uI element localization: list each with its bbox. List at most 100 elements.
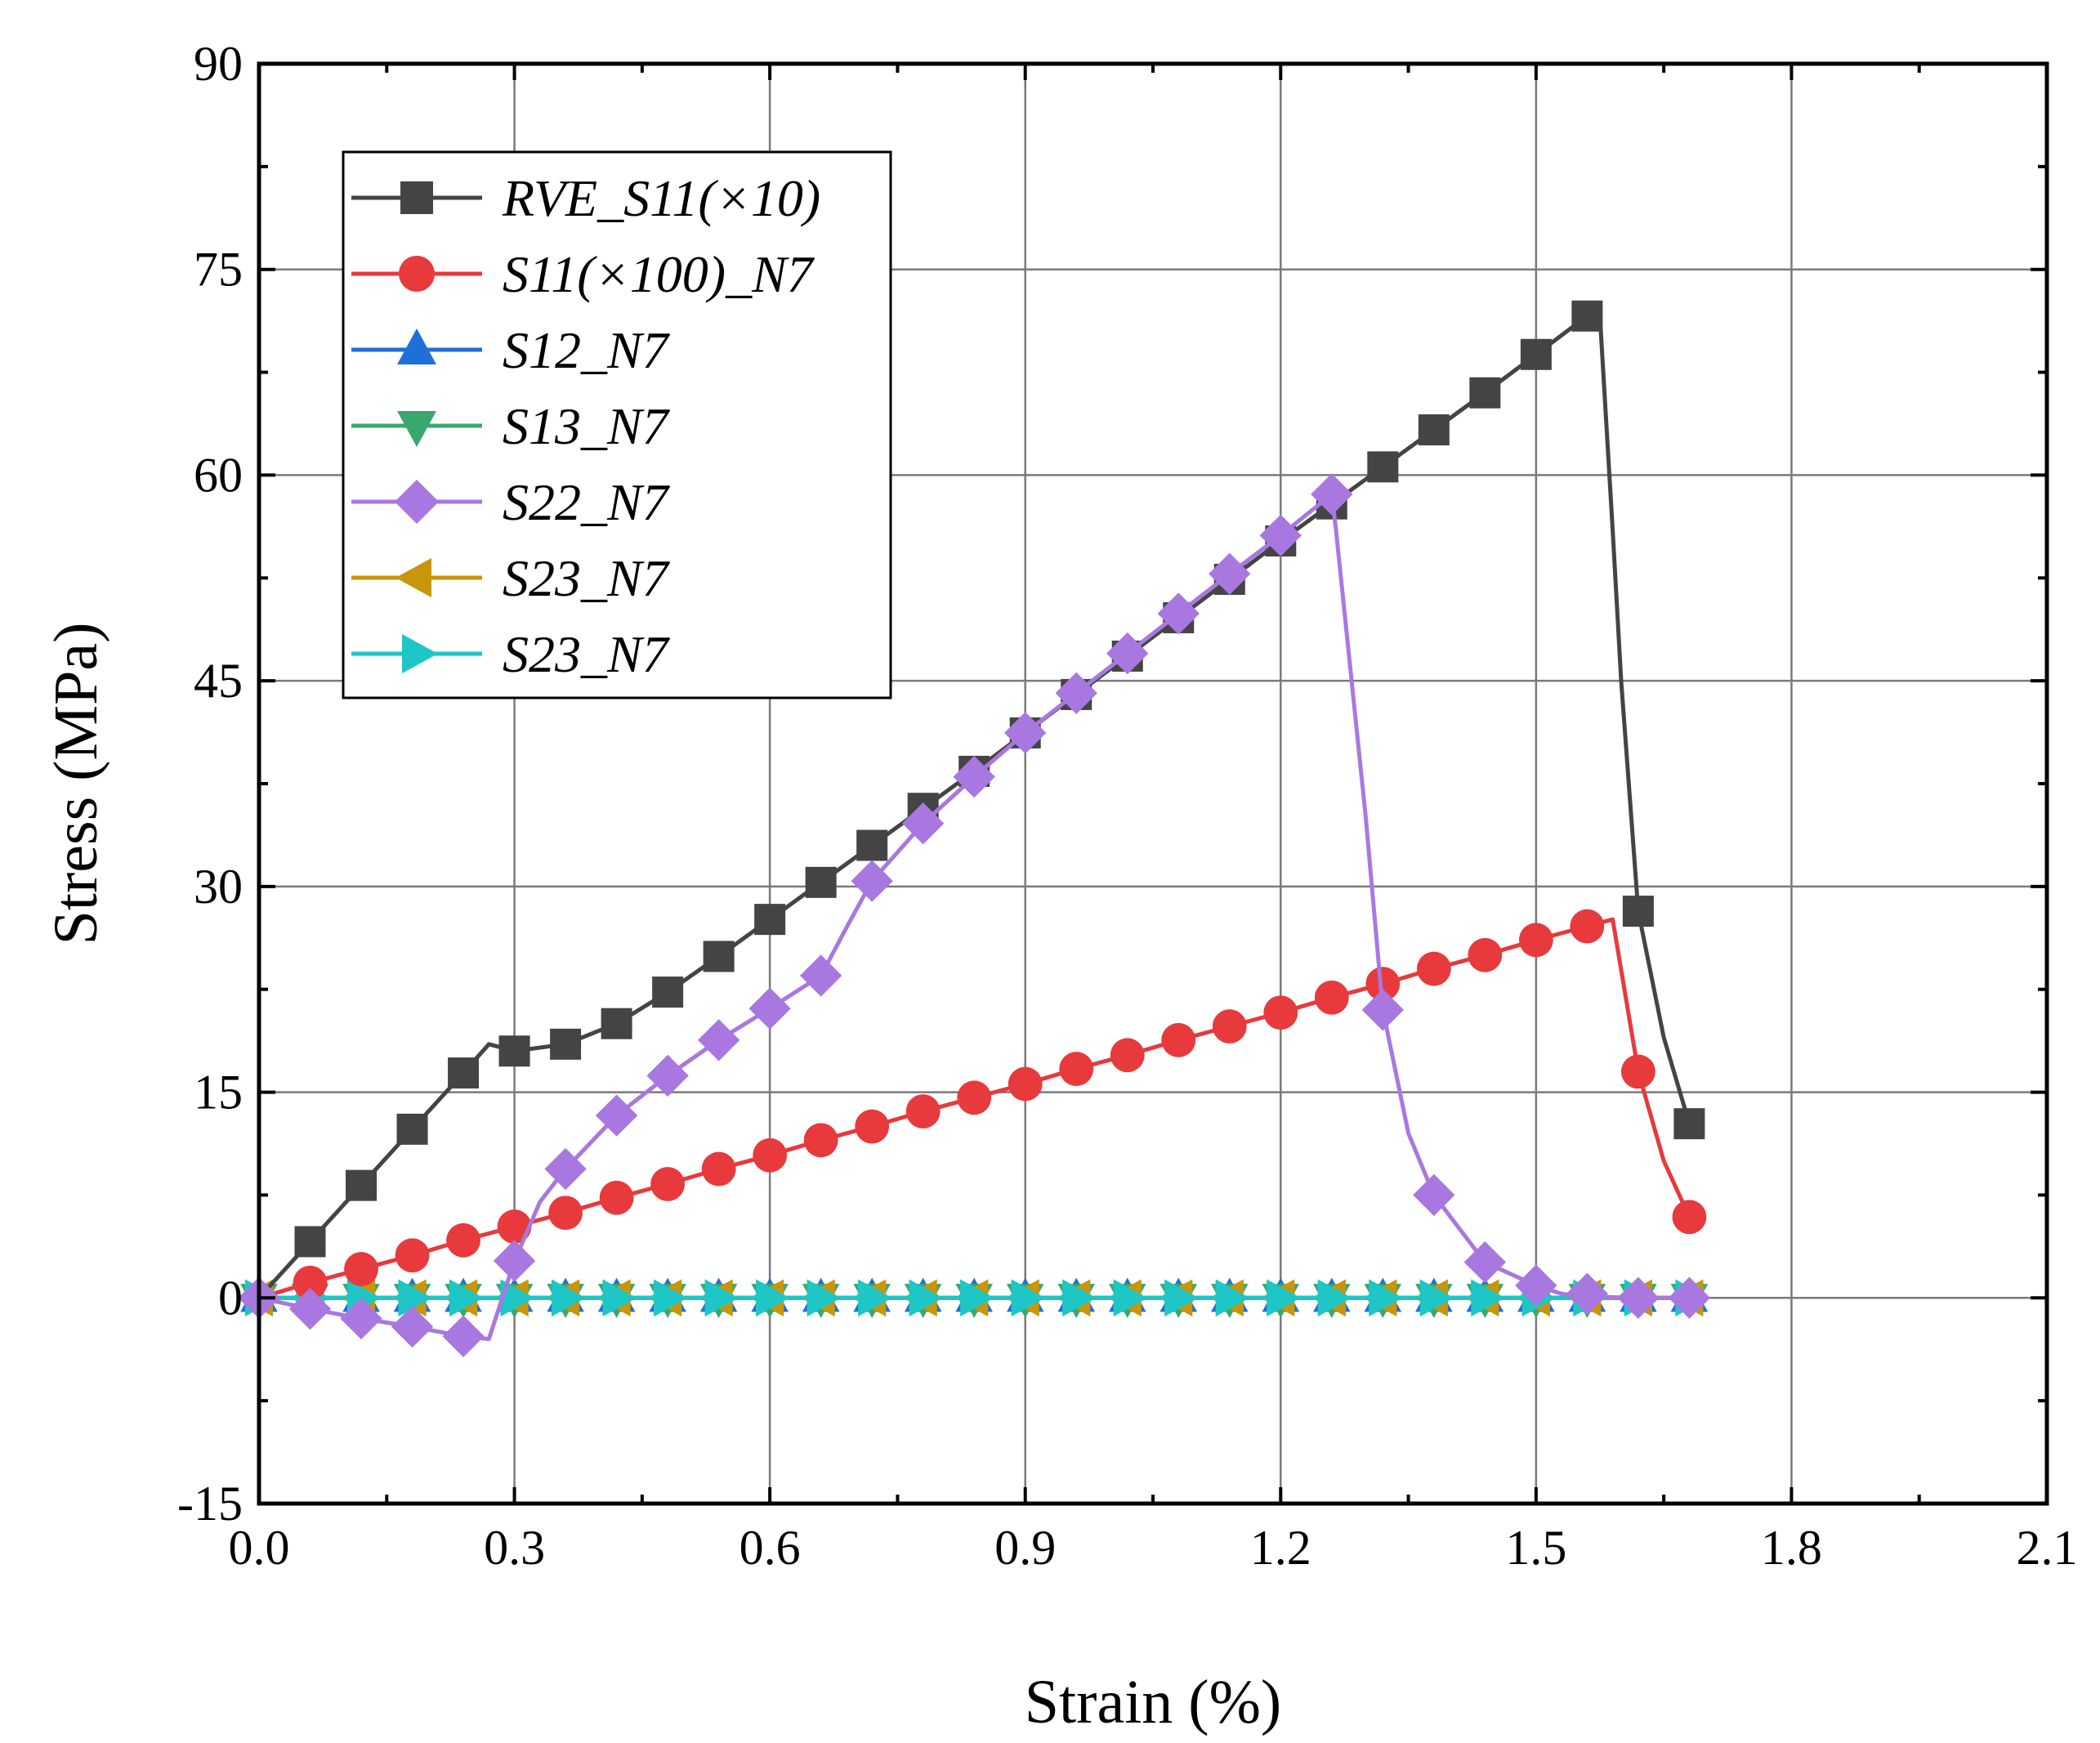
x-tick-label: 1.5 bbox=[1505, 1521, 1566, 1575]
legend-marker bbox=[395, 480, 439, 524]
x-axis-title: Strain (%) bbox=[1025, 1668, 1281, 1736]
x-tick-label: 0.6 bbox=[739, 1521, 801, 1575]
data-point bbox=[646, 1054, 689, 1097]
legend-marker bbox=[395, 558, 431, 597]
data-point bbox=[344, 1252, 378, 1286]
legend-marker bbox=[399, 256, 435, 292]
data-point bbox=[550, 1028, 582, 1060]
y-tick-label: 45 bbox=[194, 654, 243, 708]
data-point bbox=[1365, 967, 1401, 1001]
data-point bbox=[1571, 300, 1603, 332]
data-point bbox=[1267, 1279, 1301, 1317]
y-tick-label: 15 bbox=[194, 1066, 243, 1120]
legend-marker bbox=[397, 411, 436, 447]
data-point bbox=[855, 1109, 890, 1144]
data-point bbox=[391, 1305, 434, 1348]
data-point bbox=[909, 1279, 944, 1317]
data-point bbox=[654, 1279, 688, 1317]
data-point bbox=[1110, 1038, 1145, 1073]
data-point bbox=[704, 1279, 739, 1317]
legend-marker bbox=[397, 328, 436, 364]
data-point bbox=[960, 1279, 994, 1317]
data-point bbox=[1113, 1279, 1148, 1317]
data-point bbox=[1419, 1279, 1454, 1317]
data-point bbox=[1673, 1108, 1705, 1140]
data-point bbox=[497, 1209, 532, 1244]
legend-label: RVE_S11(×10) bbox=[502, 169, 820, 227]
data-point bbox=[652, 977, 684, 1008]
data-point bbox=[748, 987, 791, 1030]
x-tick-label: 1.8 bbox=[1761, 1521, 1822, 1575]
data-point bbox=[1011, 1279, 1046, 1317]
y-tick-label: 90 bbox=[194, 37, 243, 91]
data-point bbox=[396, 1113, 428, 1145]
data-point bbox=[1008, 1066, 1043, 1102]
data-point bbox=[288, 1288, 332, 1330]
data-point bbox=[1518, 923, 1553, 958]
data-point bbox=[1062, 1279, 1097, 1317]
data-point bbox=[446, 1222, 480, 1258]
data-point bbox=[442, 1315, 485, 1357]
y-tick-label: 30 bbox=[194, 860, 243, 914]
data-point bbox=[1468, 937, 1503, 972]
legend-label: S23_N7 bbox=[503, 549, 671, 607]
data-point bbox=[1413, 1173, 1455, 1217]
data-point bbox=[544, 1147, 587, 1191]
y-tick-label: -15 bbox=[177, 1477, 243, 1531]
data-point bbox=[551, 1279, 586, 1317]
y-tick-label: 60 bbox=[194, 448, 243, 502]
legend: RVE_S11(×10) S11(×100)_N7 S12_N7 S13_N7 S22_… bbox=[342, 150, 892, 699]
data-point bbox=[1215, 1279, 1250, 1317]
data-point bbox=[1471, 1279, 1506, 1317]
data-point bbox=[1566, 1272, 1609, 1315]
data-point bbox=[803, 1123, 838, 1158]
x-tick-label: 0.9 bbox=[994, 1521, 1056, 1575]
data-point bbox=[398, 1279, 433, 1317]
data-point bbox=[395, 1238, 430, 1273]
data-point bbox=[1463, 1241, 1506, 1284]
data-point bbox=[1672, 1200, 1707, 1235]
y-tick-label: 0 bbox=[218, 1271, 243, 1325]
data-point bbox=[806, 1279, 842, 1317]
data-point bbox=[548, 1196, 583, 1231]
data-point bbox=[1161, 1022, 1196, 1057]
data-point bbox=[1620, 1054, 1655, 1089]
data-point bbox=[1617, 1276, 1660, 1319]
data-point bbox=[340, 1297, 382, 1340]
series-1 bbox=[258, 909, 1707, 1300]
x-tick-label: 0.3 bbox=[484, 1521, 545, 1575]
data-point bbox=[905, 1094, 941, 1128]
data-point bbox=[1668, 1276, 1711, 1319]
data-point bbox=[602, 1279, 637, 1317]
series-4 bbox=[238, 473, 1711, 1357]
data-point bbox=[697, 1019, 740, 1061]
data-point bbox=[1369, 1279, 1404, 1317]
y-tick-label: 75 bbox=[194, 243, 243, 297]
data-point bbox=[1259, 514, 1302, 556]
series-layer bbox=[238, 300, 1711, 1357]
data-point bbox=[1469, 377, 1501, 409]
data-point bbox=[1263, 995, 1298, 1030]
data-point bbox=[1520, 338, 1552, 370]
legend-label: S22_N7 bbox=[503, 473, 671, 531]
data-point bbox=[293, 1265, 328, 1300]
data-point bbox=[701, 1151, 736, 1187]
data-point bbox=[1317, 1279, 1352, 1317]
data-point bbox=[703, 941, 735, 972]
data-point bbox=[1311, 473, 1353, 516]
data-point bbox=[1106, 632, 1149, 675]
data-point bbox=[756, 1279, 790, 1317]
legend-label: S12_N7 bbox=[503, 321, 671, 379]
legend-marker bbox=[400, 181, 433, 214]
ticks: 0.0 0.3 0.6 0.9 1.2 1.5 1.8 2.1 -15 0 15 30 45 60 75 90 bbox=[177, 37, 2077, 1575]
legend-marker bbox=[402, 634, 438, 673]
legend-label: S13_N7 bbox=[503, 397, 671, 455]
data-point bbox=[1055, 672, 1097, 714]
data-point bbox=[449, 1279, 484, 1317]
data-point bbox=[753, 1137, 788, 1173]
data-point bbox=[1622, 896, 1654, 927]
data-point bbox=[498, 1035, 530, 1067]
y-axis-title: Stress (MPa) bbox=[42, 623, 110, 945]
data-point bbox=[1314, 980, 1349, 1015]
